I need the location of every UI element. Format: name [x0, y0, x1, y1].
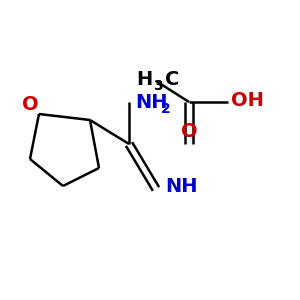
Text: OH: OH	[231, 91, 264, 110]
Text: 2: 2	[160, 102, 170, 116]
Text: NH: NH	[165, 176, 197, 196]
Text: H: H	[137, 70, 153, 89]
Text: O: O	[181, 122, 197, 141]
Text: NH: NH	[135, 92, 167, 112]
Text: O: O	[22, 95, 38, 115]
Text: C: C	[165, 70, 179, 89]
Text: 3: 3	[153, 80, 162, 93]
